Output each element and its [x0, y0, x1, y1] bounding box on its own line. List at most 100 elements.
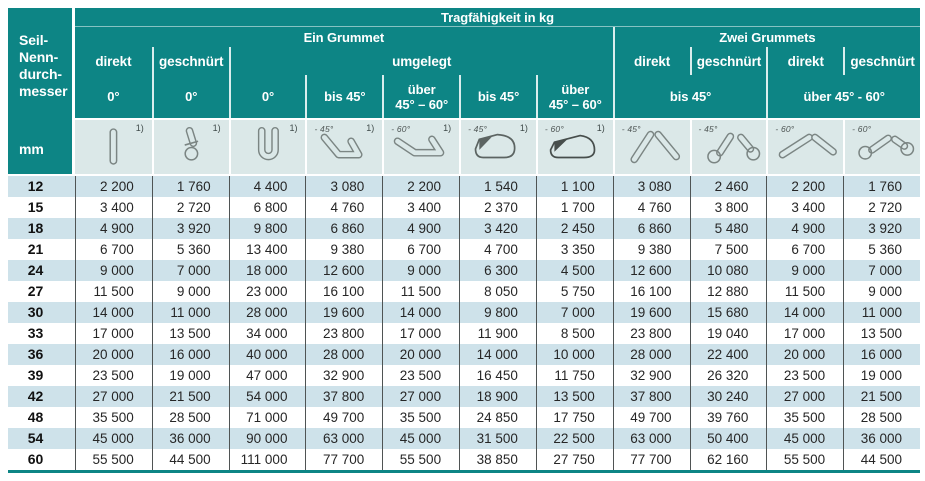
- capacity-value: 1 760: [151, 176, 229, 197]
- two-slings-direct-60-icon: [772, 124, 839, 170]
- capacity-value: 5 360: [151, 239, 229, 260]
- mm-value: 30: [27, 304, 44, 320]
- capacity-value: 32 900: [612, 365, 690, 386]
- angle-header-bis45-span: bis 45°: [612, 75, 767, 118]
- icon-cell: 45° 1): [305, 118, 383, 176]
- mm-value: 21: [27, 241, 44, 257]
- capacity-value: 11 750: [535, 365, 613, 386]
- capacity-value: 17 000: [382, 323, 459, 344]
- capacity-value: 27 000: [75, 386, 152, 407]
- capacity-value: 36 000: [843, 428, 920, 449]
- capacity-value: 77 700: [305, 449, 382, 470]
- capacity-value: 13 500: [843, 323, 920, 344]
- capacity-value: 45 000: [766, 428, 843, 449]
- capacity-value: 7 000: [843, 260, 920, 281]
- capacity-value: 3 350: [535, 239, 613, 260]
- table-row: 48 35 500 28 500 71 000 49 700 35 500 24 850 17…: [8, 407, 920, 428]
- capacity-value: 23 500: [382, 365, 459, 386]
- sling-basket-60-icon: [388, 124, 455, 170]
- col-header-direkt: direkt: [95, 53, 132, 69]
- capacity-value: 49 700: [612, 407, 690, 428]
- capacity-value: 13 500: [151, 323, 229, 344]
- group-zwei-grummets: Zwei Grummets: [612, 27, 920, 47]
- capacity-value: 28 000: [612, 344, 690, 365]
- capacity-value: 6 700: [75, 239, 152, 260]
- footnote-marker: 1): [596, 123, 605, 133]
- capacity-value: 1 100: [535, 176, 613, 197]
- capacity-value: 28 500: [151, 407, 229, 428]
- capacity-value: 20 000: [75, 344, 152, 365]
- capacity-value: 11 500: [75, 281, 152, 302]
- capacity-value: 15 680: [689, 302, 767, 323]
- capacity-value: 4 500: [535, 260, 613, 281]
- capacity-value: 4 760: [305, 197, 382, 218]
- table-row: 54 45 000 36 000 90 000 63 000 45 000 31 500 22…: [8, 428, 920, 449]
- capacity-value: 7 500: [689, 239, 767, 260]
- col-header-umgelegt: umgelegt: [228, 47, 613, 75]
- capacity-value: 8 050: [459, 281, 536, 302]
- capacity-value: 20 000: [382, 344, 459, 365]
- capacity-value: 11 500: [766, 281, 843, 302]
- mm-value: 54: [27, 430, 44, 446]
- footnote-marker: 1): [135, 123, 144, 133]
- capacity-value: 4 900: [766, 218, 843, 239]
- capacity-value: 27 000: [766, 386, 843, 407]
- capacity-value: 62 160: [689, 449, 767, 470]
- load-capacity-table: Seil- Nenn- durch- messer mm Tragfähigke…: [8, 8, 920, 473]
- capacity-value: 4 900: [75, 218, 152, 239]
- capacity-value: 2 460: [689, 176, 767, 197]
- capacity-value: 3 420: [459, 218, 536, 239]
- row-header-label: Seil- Nenn- durch- messer: [19, 32, 68, 99]
- capacity-value: 21 500: [151, 386, 229, 407]
- capacity-value: 2 450: [535, 218, 613, 239]
- table-row: 30 14 000 11 000 28 000 19 600 14 000 9 800 7 0…: [8, 302, 920, 323]
- capacity-value: 19 000: [151, 365, 229, 386]
- table-row: 39 23 500 19 000 47 000 32 900 23 500 16 450 11…: [8, 365, 920, 386]
- capacity-value: 30 240: [689, 386, 767, 407]
- capacity-value: 35 500: [75, 407, 152, 428]
- capacity-value: 9 380: [612, 239, 690, 260]
- capacity-value: 38 850: [459, 449, 536, 470]
- capacity-value: 35 500: [766, 407, 843, 428]
- capacity-value: 44 500: [843, 449, 920, 470]
- capacity-value: 23 800: [612, 323, 690, 344]
- capacity-value: 45 000: [75, 428, 152, 449]
- table-row: 42 27 000 21 500 54 000 37 800 27 000 18 900 13…: [8, 386, 920, 407]
- mm-value: 33: [27, 325, 44, 341]
- capacity-value: 14 000: [382, 302, 459, 323]
- capacity-value: 3 400: [75, 197, 152, 218]
- capacity-value: 63 000: [612, 428, 690, 449]
- icon-cell: 1): [151, 118, 229, 176]
- capacity-value: 13 500: [535, 386, 613, 407]
- capacity-value: 27 000: [382, 386, 459, 407]
- mm-value: 12: [27, 178, 44, 194]
- capacity-value: 47 000: [228, 365, 306, 386]
- capacity-value: 9 000: [151, 281, 229, 302]
- capacity-value: 3 400: [382, 197, 459, 218]
- capacity-value: 3 080: [612, 176, 690, 197]
- icon-cell: 1): [228, 118, 306, 176]
- table-row: 12 2 200 1 760 4 400 3 080 2 200 1 540 1 100 3 0…: [8, 176, 920, 197]
- footnote-marker: 1): [289, 123, 298, 133]
- capacity-value: 31 500: [459, 428, 536, 449]
- col-header-direkt-zwei2: direkt: [766, 47, 843, 75]
- angle-header-0c: 0°: [228, 75, 306, 118]
- capacity-value: 12 880: [689, 281, 767, 302]
- angle-label: 45°: [468, 124, 487, 134]
- capacity-value: 37 800: [612, 386, 690, 407]
- capacity-value: 39 760: [689, 407, 767, 428]
- mm-value: 18: [27, 220, 44, 236]
- capacity-value: 2 200: [75, 176, 152, 197]
- capacity-value: 5 750: [535, 281, 613, 302]
- capacity-value: 22 400: [689, 344, 767, 365]
- mm-value: 39: [27, 367, 44, 383]
- table-header: Seil- Nenn- durch- messer mm Tragfähigke…: [8, 8, 920, 176]
- capacity-value: 3 080: [305, 176, 382, 197]
- capacity-value: 9 800: [459, 302, 536, 323]
- capacity-value: 16 100: [305, 281, 382, 302]
- angle-header-0b: 0°: [151, 75, 229, 118]
- capacity-value: 36 000: [151, 428, 229, 449]
- capacity-value: 19 600: [305, 302, 382, 323]
- angle-header-ueber45b: über 45° – 60°: [535, 75, 613, 118]
- capacity-value: 23 000: [228, 281, 306, 302]
